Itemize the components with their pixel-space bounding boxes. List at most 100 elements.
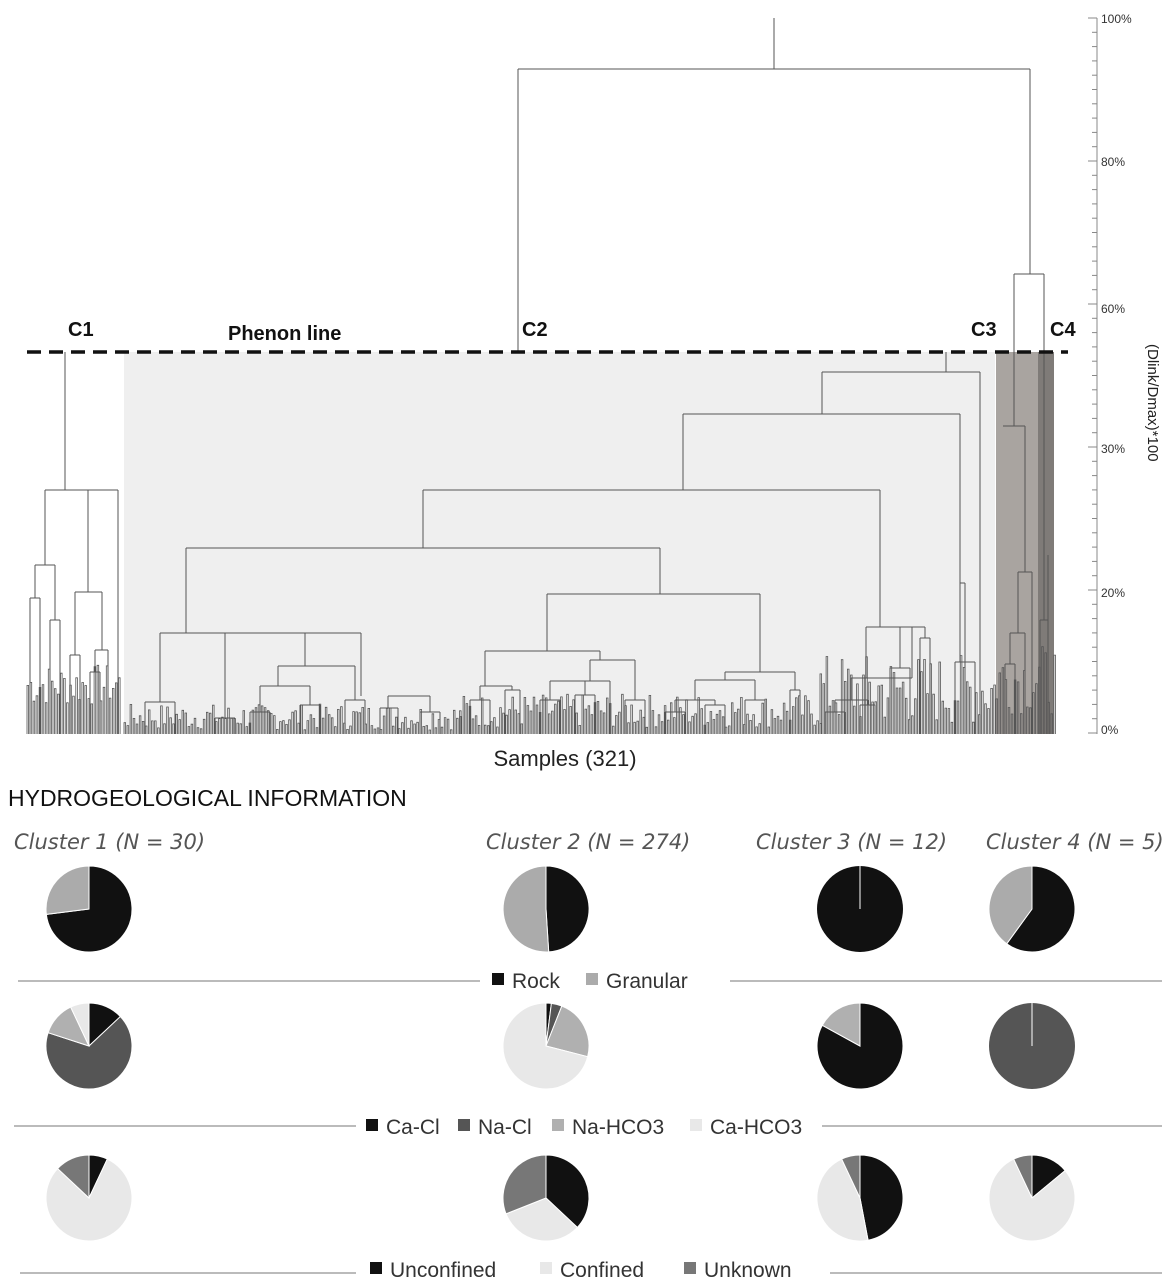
- dendro-leaf: [367, 708, 370, 734]
- dendro-leaf: [850, 674, 853, 734]
- dendro-leaf: [474, 715, 478, 734]
- dendro-leaf: [752, 714, 755, 734]
- dendro-leaf: [737, 708, 740, 734]
- dendro-leaf: [587, 705, 591, 734]
- dendro-leaf: [728, 725, 731, 734]
- pie-slice: [816, 1158, 869, 1242]
- dendro-leaf: [44, 702, 48, 734]
- dendro-leaf: [914, 698, 917, 734]
- dendro-leaf: [871, 701, 874, 734]
- dendro-leaf: [1032, 692, 1035, 734]
- dendro-leaf: [917, 659, 920, 734]
- dendro-leaf: [779, 719, 783, 734]
- dendro-leaf: [218, 718, 221, 734]
- dendro-leaf: [221, 716, 224, 734]
- dendro-leaf: [41, 684, 45, 734]
- dendro-leaf: [660, 721, 664, 734]
- dendro-leaf: [141, 721, 145, 734]
- dendro-leaf: [151, 720, 154, 734]
- dendro-leaf: [465, 703, 469, 734]
- legend-swatch-na-cl: [458, 1119, 470, 1131]
- dendro-leaf: [90, 703, 93, 734]
- dendro-leaf: [682, 714, 685, 734]
- dendro-leaf: [209, 712, 212, 734]
- dendro-leaf: [621, 693, 624, 734]
- dendro-leaf: [212, 704, 215, 734]
- dendro-leaf: [148, 709, 151, 734]
- dendro-leaf: [883, 716, 886, 734]
- dendro-leaf: [697, 697, 700, 734]
- dendro-leaf: [837, 714, 841, 734]
- legend-label: Ca-HCO3: [710, 1116, 802, 1139]
- dendro-leaf: [877, 685, 880, 734]
- dendro-leaf: [288, 719, 291, 734]
- dendro-leaf: [804, 695, 807, 734]
- dendro-leaf: [428, 729, 431, 734]
- dendro-leaf: [57, 693, 60, 734]
- dendro-leaf: [324, 706, 328, 734]
- dendrogram-links: [29, 18, 1049, 734]
- dendro-leaf: [318, 703, 322, 734]
- dendro-leaf: [1026, 706, 1029, 734]
- dendro-leaf: [84, 685, 87, 734]
- dendro-leaf: [654, 726, 658, 734]
- dendro-leaf: [169, 717, 172, 734]
- dendro-leaf: [709, 711, 713, 734]
- dendro-leaf: [431, 713, 435, 734]
- dendro-leaf: [178, 719, 181, 734]
- pie-slice: [502, 865, 550, 953]
- dendro-leaf: [340, 706, 343, 734]
- dendro-leaf: [102, 686, 106, 734]
- dendro-link: [1004, 426, 1033, 734]
- dendro-leaf: [526, 705, 530, 734]
- dendro-leaf: [392, 725, 395, 734]
- dendro-leaf: [87, 698, 90, 734]
- dendro-leaf: [118, 677, 121, 734]
- dendro-leaf: [782, 702, 786, 734]
- dendro-leaf: [129, 704, 133, 734]
- dendro-leaf: [172, 723, 175, 734]
- phenon-line-label: Phenon line: [228, 323, 341, 345]
- cluster-2-shade: [124, 352, 995, 734]
- cluster-tag-c2: C2: [522, 319, 548, 341]
- dendro-link: [249, 666, 321, 734]
- dendro-leaf: [898, 687, 902, 734]
- dendro-leaf: [998, 672, 1001, 734]
- dendro-leaf: [1007, 707, 1011, 734]
- dendro-leaf: [630, 704, 633, 734]
- pie-slice: [45, 1158, 133, 1242]
- dendro-leaf: [938, 661, 941, 734]
- dendro-leaf: [715, 713, 719, 734]
- dendro-leaf: [813, 724, 816, 734]
- dendro-leaf: [303, 729, 306, 734]
- dendro-link: [1039, 352, 1049, 734]
- dendro-leaf: [801, 714, 804, 734]
- dendro-leaf: [746, 713, 749, 734]
- dendro-leaf: [651, 710, 655, 734]
- dendro-leaf: [459, 710, 462, 734]
- dendro-leaf: [184, 712, 187, 734]
- dendro-leaf: [202, 718, 206, 734]
- dendro-leaf: [291, 711, 294, 734]
- dendro-leaf: [569, 706, 572, 734]
- dendro-leaf: [1044, 652, 1047, 734]
- dendro-leaf: [920, 671, 923, 734]
- dendro-leaf: [373, 728, 377, 734]
- dendro-leaf: [508, 709, 511, 734]
- dendro-leaf: [477, 725, 481, 734]
- dendro-leaf: [984, 703, 987, 734]
- dendro-leaf: [279, 721, 282, 734]
- dendro-leaf: [434, 727, 438, 734]
- pie-slice: [545, 865, 590, 953]
- dendro-leaf: [627, 722, 630, 734]
- dendro-leaf: [688, 721, 691, 734]
- confinement-legend: Unconfined Confined Unknown: [20, 1259, 1162, 1279]
- dendro-leaf: [795, 697, 798, 734]
- legend-swatch-ca-cl: [366, 1119, 378, 1131]
- dendro-leaf: [810, 713, 813, 734]
- dendro-leaf: [206, 711, 209, 734]
- dendro-leaf: [612, 725, 615, 734]
- cluster-4-shade: [1038, 352, 1054, 734]
- dendro-leaf: [502, 712, 505, 734]
